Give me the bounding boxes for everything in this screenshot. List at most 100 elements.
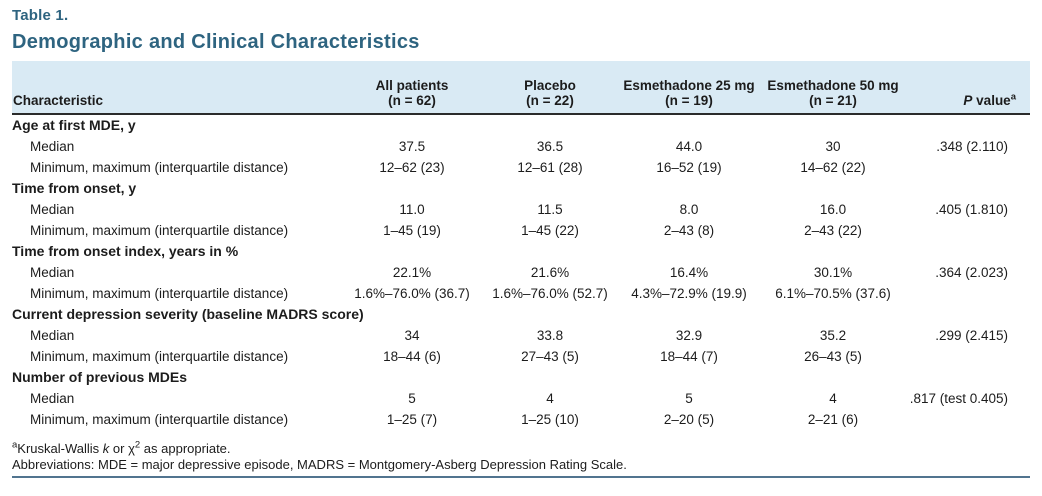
table-header: Characteristic All patients (n = 62) Pla…	[12, 61, 1030, 115]
cell-value: 4.3%–72.9% (19.9)	[631, 286, 747, 301]
table-row: Median 22.1% 21.6% 16.4% 30.1% .364 (2.023)	[12, 262, 1030, 283]
cell-value: 2–21 (6)	[807, 412, 859, 427]
table-row: Minimum, maximum (interquartile distance…	[12, 283, 1030, 304]
p-value-cell: .299 (2.415)	[935, 328, 1008, 343]
cell-value: 4	[829, 391, 837, 406]
table-row: Number of previous MDEs	[12, 367, 1030, 388]
cell-value: 44.0	[675, 139, 703, 154]
cell-value	[618, 367, 760, 388]
p-value-cell	[906, 241, 1030, 262]
table-row: Minimum, maximum (interquartile distance…	[12, 346, 1030, 367]
cell-value: 27–43 (5)	[521, 349, 579, 364]
column-title: Esmethadone 25 mg	[623, 78, 755, 93]
p-italic: P	[963, 93, 973, 108]
p-value-cell: .817 (test 0.405)	[909, 391, 1008, 406]
cell-value	[618, 304, 760, 325]
p-value-footnote-marker: a	[1010, 91, 1016, 103]
column-n: (n = 62)	[388, 93, 436, 108]
cell-value: 16.0	[819, 202, 847, 217]
p-value-cell	[906, 409, 1030, 430]
p-value-cell	[906, 114, 1030, 136]
cell-value: 37.5	[398, 139, 426, 154]
p-value-cell: .364 (2.023)	[935, 265, 1008, 280]
cell-value: 5	[408, 391, 416, 406]
cell-value: 2–43 (8)	[663, 223, 715, 238]
row-label: Median	[30, 139, 75, 154]
column-title: Placebo	[524, 78, 576, 93]
cell-value: 6.1%–70.5% (37.6)	[775, 286, 891, 301]
row-section-label: Current depression severity (baseline MA…	[12, 306, 364, 322]
table-row: Minimum, maximum (interquartile distance…	[12, 157, 1030, 178]
table-row: Minimum, maximum (interquartile distance…	[12, 409, 1030, 430]
cell-value	[618, 178, 760, 199]
p-value-cell	[906, 346, 1030, 367]
table-row: Median 34 33.8 32.9 35.2 .299 (2.415)	[12, 325, 1030, 346]
p-value-cell	[906, 304, 1030, 325]
column-title: Esmethadone 50 mg	[767, 78, 899, 93]
cell-value	[342, 367, 482, 388]
footnote-a: aKruskal-Wallis k or χ2 as appropriate.	[12, 440, 1030, 457]
p-value-cell	[906, 367, 1030, 388]
row-label: Median	[30, 328, 75, 343]
cell-value: 36.5	[536, 139, 564, 154]
row-label: Median	[30, 265, 75, 280]
cell-value: 1.6%–76.0% (52.7)	[492, 286, 608, 301]
cell-value: 21.6%	[530, 265, 570, 280]
cell-value: 11.0	[399, 202, 425, 217]
row-label: Minimum, maximum (interquartile distance…	[30, 349, 289, 364]
cell-value: 8.0	[679, 202, 699, 217]
cell-value: 18–44 (7)	[660, 349, 718, 364]
cell-value	[342, 114, 482, 136]
cell-value: 2–43 (22)	[804, 223, 862, 238]
p-value-cell	[906, 157, 1030, 178]
cell-value	[482, 304, 618, 325]
p-value-cell	[906, 220, 1030, 241]
cell-value	[618, 241, 760, 262]
cell-value: 2–20 (5)	[663, 412, 715, 427]
row-label: Minimum, maximum (interquartile distance…	[30, 160, 289, 175]
page-title: Demographic and Clinical Characteristics	[12, 31, 420, 53]
p-value-cell	[906, 178, 1030, 199]
footnotes: aKruskal-Wallis k or χ2 as appropriate. …	[12, 440, 1030, 473]
cell-value: 4	[546, 391, 554, 406]
row-label: Median	[30, 202, 75, 217]
column-header-all-patients: All patients (n = 62)	[342, 61, 482, 115]
row-section-label: Time from onset, y	[12, 180, 137, 196]
table-row: Current depression severity (baseline MA…	[12, 304, 1030, 325]
cell-value: 30	[825, 139, 841, 154]
cell-value: 11.5	[537, 202, 563, 217]
p-value-label: value	[972, 93, 1011, 108]
cell-value	[760, 367, 906, 388]
cell-value	[760, 114, 906, 136]
abbreviations-note: Abbreviations: MDE = major depressive ep…	[12, 457, 627, 472]
footnote-a-tail: as appropriate.	[140, 441, 231, 456]
cell-value	[482, 178, 618, 199]
column-header-esmethadone-25: Esmethadone 25 mg (n = 19)	[618, 61, 760, 115]
cell-value: 5	[685, 391, 693, 406]
p-value-cell: .405 (1.810)	[935, 202, 1008, 217]
cell-value	[342, 241, 482, 262]
row-label: Minimum, maximum (interquartile distance…	[30, 286, 289, 301]
row-section-label: Time from onset index, years in %	[12, 243, 239, 259]
cell-value: 12–62 (23)	[379, 160, 445, 175]
cell-value	[482, 114, 618, 136]
cell-value: 33.8	[536, 328, 564, 343]
table-row: Time from onset index, years in %	[12, 241, 1030, 262]
table-row: Age at first MDE, y	[12, 114, 1030, 136]
table-body: Age at first MDE, y Median 37.5 36.5 44.0 30.…	[12, 114, 1030, 430]
cell-value: 12–61 (28)	[517, 160, 583, 175]
row-label: Minimum, maximum (interquartile distance…	[30, 223, 289, 238]
cell-value: 1.6%–76.0% (36.7)	[354, 286, 470, 301]
row-label: Minimum, maximum (interquartile distance…	[30, 412, 289, 427]
characteristic-header: Characteristic	[12, 61, 342, 115]
cell-value: 1–25 (7)	[386, 412, 438, 427]
cell-value: 30.1%	[813, 265, 853, 280]
cell-value: 18–44 (6)	[383, 349, 441, 364]
bottom-rule	[12, 476, 1030, 478]
cell-value: 22.1%	[392, 265, 432, 280]
cell-value: 32.9	[675, 328, 703, 343]
footnote-a-k: k	[102, 441, 110, 456]
cell-value	[482, 241, 618, 262]
cell-value: 16–52 (19)	[656, 160, 722, 175]
